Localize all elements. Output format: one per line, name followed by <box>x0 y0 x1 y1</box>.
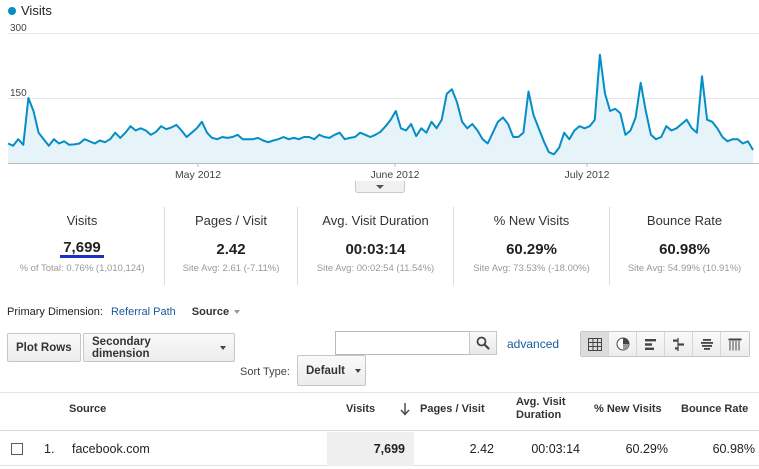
scorecard-visits[interactable]: Visits 7,699 % of Total: 0.76% (1,010,12… <box>0 207 165 285</box>
row-avg-duration: 00:03:14 <box>531 442 580 456</box>
column-header-new-visits[interactable]: % New Visits <box>594 403 662 415</box>
primary-dimension-label: Primary Dimension: <box>7 306 103 318</box>
row-checkbox[interactable] <box>11 443 23 455</box>
table-header: Source Visits Pages / Visit Avg. Visit D… <box>0 392 759 431</box>
scorecard-sub: Site Avg: 2.61 (-7.11%) <box>182 263 280 274</box>
secondary-dimension-dropdown[interactable]: Secondary dimension <box>83 333 235 362</box>
scorecard-sub: Site Avg: 54.99% (10.91%) <box>627 263 742 274</box>
chart-legend: Visits <box>8 3 52 18</box>
visits-chart: Visits 300 150 May 2012 June 2012 July 2012 <box>0 0 759 195</box>
dimension-source-selected[interactable]: Source <box>191 306 230 318</box>
grid-view-button[interactable] <box>581 332 609 356</box>
sort-type-dropdown[interactable]: Default <box>297 355 366 386</box>
scorecard-value: 7,699 <box>60 240 104 258</box>
plot-rows-label: Plot Rows <box>16 341 72 354</box>
search-button[interactable] <box>469 331 497 355</box>
scorecard-bounce-rate[interactable]: Bounce Rate 60.98% Site Avg: 54.99% (10.… <box>610 207 759 285</box>
bar-view-button[interactable] <box>637 332 665 356</box>
scorecard-value: 00:03:14 <box>345 241 406 258</box>
table-view-switcher <box>580 331 750 357</box>
sorted-column-highlight <box>327 432 414 466</box>
pie-view-button[interactable] <box>609 332 637 356</box>
scorecard-label: Visits <box>66 213 98 228</box>
primary-dimension-bar: Primary Dimension: Referral Path Source <box>7 306 241 318</box>
scorecard-avg-duration[interactable]: Avg. Visit Duration 00:03:14 Site Avg: 0… <box>298 207 454 285</box>
pivot-view-icon <box>728 338 742 350</box>
series-line-visits <box>7 53 754 156</box>
scorecard-sub: % of Total: 0.76% (1,010,124) <box>19 263 145 274</box>
sort-type-value: Default <box>306 364 345 377</box>
scorecard-label: Avg. Visit Duration <box>322 213 429 228</box>
term-cloud-icon <box>700 338 713 350</box>
row-source[interactable]: facebook.com <box>72 442 150 456</box>
grid-view-icon <box>587 337 602 351</box>
secondary-dimension-label: Secondary dimension <box>92 335 151 360</box>
chart-plot: 300 150 May 2012 June 2012 July 2012 <box>7 23 759 181</box>
scorecards: Visits 7,699 % of Total: 0.76% (1,010,12… <box>0 207 759 285</box>
x-tick-label: June 2012 <box>370 169 419 181</box>
advanced-filter-link[interactable]: advanced <box>507 337 560 351</box>
y-tick-label: 150 <box>10 88 27 99</box>
chevron-down-icon <box>354 368 361 373</box>
scorecard-value: 2.42 <box>216 241 246 258</box>
column-header-avg-duration[interactable]: Avg. Visit Duration <box>516 396 566 421</box>
chart-collapse-toggle[interactable] <box>355 181 405 193</box>
legend-dot-icon <box>8 6 16 15</box>
row-index: 1. <box>44 442 55 456</box>
legend-label: Visits <box>21 3 52 18</box>
scorecard-pages-visit[interactable]: Pages / Visit 2.42 Site Avg: 2.61 (-7.11… <box>165 207 298 285</box>
comparison-view-button[interactable] <box>665 332 693 356</box>
row-new-visits: 60.29% <box>625 442 668 456</box>
search-icon <box>476 336 490 350</box>
column-header-pages-visit[interactable]: Pages / Visit <box>420 403 485 415</box>
scorecard-sub: Site Avg: 00:02:54 (11.54%) <box>316 263 435 274</box>
column-header-source[interactable]: Source <box>69 403 107 415</box>
scorecard-value: 60.98% <box>659 241 710 258</box>
x-tick-label: May 2012 <box>175 169 221 181</box>
row-visits: 7,699 <box>373 442 405 456</box>
sort-type-label: Sort Type: <box>240 366 290 378</box>
pivot-view-button[interactable] <box>721 332 749 356</box>
scorecard-label: Pages / Visit <box>194 213 268 228</box>
dimension-referral-path-link[interactable]: Referral Path <box>110 306 176 318</box>
sort-descending-icon[interactable] <box>399 402 411 416</box>
term-cloud-view-button[interactable] <box>693 332 721 356</box>
row-bounce-rate: 60.98% <box>712 442 755 456</box>
scorecard-label: Bounce Rate <box>646 213 723 228</box>
column-header-visits[interactable]: Visits <box>346 403 376 415</box>
chevron-down-icon[interactable] <box>234 310 241 314</box>
row-pages-visit: 2.42 <box>469 442 494 456</box>
chevron-down-icon <box>220 345 226 350</box>
scorecard-label: % New Visits <box>493 213 570 228</box>
table-row: 1. facebook.com 7,699 2.42 00:03:14 60.2… <box>0 432 759 466</box>
scorecard-sub: Site Avg: 73.53% (-18.00%) <box>473 263 590 274</box>
scorecard-new-visits[interactable]: % New Visits 60.29% Site Avg: 73.53% (-1… <box>454 207 610 285</box>
plot-rows-button[interactable]: Plot Rows <box>7 333 81 362</box>
comparison-view-icon <box>672 337 684 351</box>
table-search-input[interactable] <box>335 331 470 355</box>
chevron-down-icon <box>376 184 384 189</box>
column-header-bounce-rate[interactable]: Bounce Rate <box>681 403 749 415</box>
pie-view-icon <box>616 337 629 351</box>
bar-view-icon <box>644 338 656 350</box>
area-fill <box>8 54 753 164</box>
x-tick-label: July 2012 <box>565 169 610 181</box>
y-tick-label: 300 <box>10 23 27 34</box>
scorecard-value: 60.29% <box>506 241 557 258</box>
